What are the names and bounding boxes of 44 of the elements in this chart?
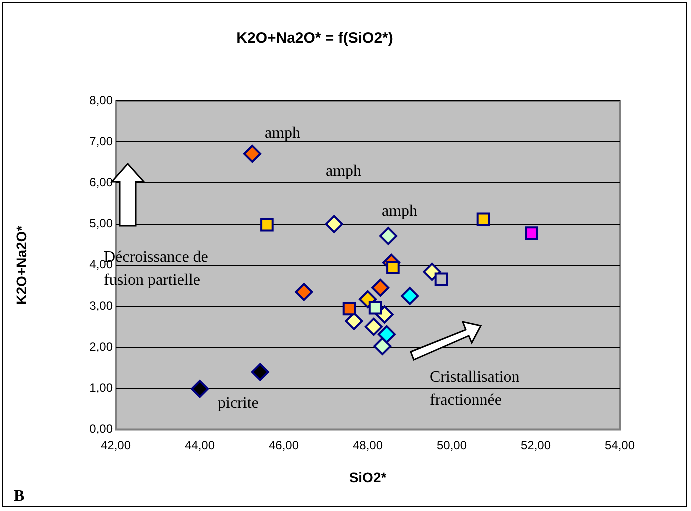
x-tick-label: 46,00 bbox=[268, 438, 300, 452]
point bbox=[368, 301, 382, 315]
y-tick-label: 0,00 bbox=[90, 422, 114, 436]
y-tick-label: 7,00 bbox=[90, 134, 114, 148]
y-tick-label: 3,00 bbox=[90, 298, 114, 313]
x-tick-label: 50,00 bbox=[436, 438, 468, 452]
y-tick-label: 6,00 bbox=[90, 176, 114, 190]
text: B bbox=[14, 488, 26, 506]
annotation: Cristallisation fractionnée bbox=[430, 368, 521, 411]
y-tick-label: 5,00 bbox=[90, 216, 114, 231]
point bbox=[386, 261, 400, 275]
point bbox=[434, 272, 448, 286]
point bbox=[401, 287, 419, 306]
point bbox=[374, 337, 392, 356]
point bbox=[260, 218, 274, 232]
point bbox=[345, 312, 364, 330]
x-tick-label: 52,00 bbox=[520, 438, 552, 452]
y-tick-label: 1,00 bbox=[90, 381, 114, 396]
point bbox=[364, 318, 383, 336]
point bbox=[423, 262, 442, 281]
chart-title: K2O+Na2O* = f(SiO2*) bbox=[236, 30, 394, 48]
x-tick-label: 54,00 bbox=[604, 438, 636, 452]
point bbox=[251, 363, 270, 382]
x-tick-label: 44,00 bbox=[184, 438, 216, 452]
annotation: amph bbox=[382, 202, 419, 222]
point bbox=[191, 380, 209, 398]
x-tick-label: 48,00 bbox=[352, 438, 384, 452]
annotation: picrite bbox=[218, 394, 260, 414]
point bbox=[325, 215, 344, 234]
point bbox=[244, 145, 262, 164]
annotation: amph bbox=[326, 162, 363, 182]
annotation: amph bbox=[265, 124, 302, 144]
point bbox=[295, 283, 314, 302]
point bbox=[372, 279, 390, 298]
y-tick-label: 2,00 bbox=[90, 340, 114, 354]
point bbox=[378, 325, 396, 344]
y-tick-label: 8,00 bbox=[90, 93, 114, 108]
x-axis-title: SiO2* bbox=[349, 469, 388, 486]
point bbox=[380, 227, 398, 246]
point bbox=[342, 302, 356, 316]
x-tick-label: 42,00 bbox=[100, 438, 132, 452]
point bbox=[476, 212, 490, 226]
y-axis-title: K2O+Na2O* bbox=[13, 225, 30, 305]
point bbox=[525, 226, 538, 240]
